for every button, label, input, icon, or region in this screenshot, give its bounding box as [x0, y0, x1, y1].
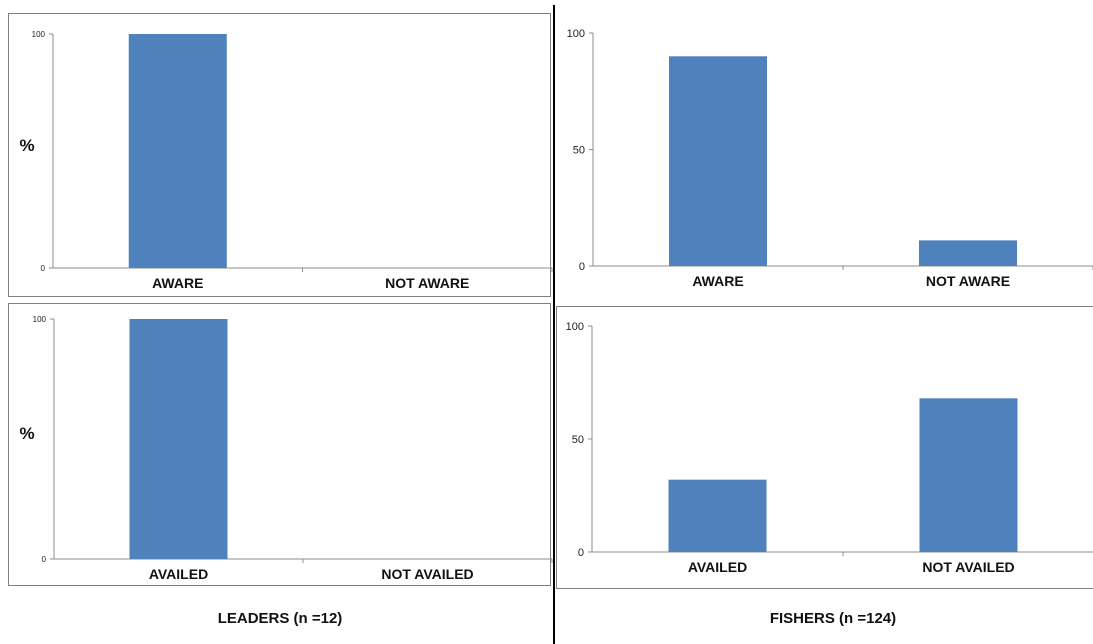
y-tick-label: 50: [573, 144, 585, 156]
bar: [129, 319, 228, 559]
x-category-label: NOT AVAILED: [922, 559, 1014, 575]
chart-svg: 0 50 100 AVAILED NOT AVAILED: [566, 321, 1093, 575]
bar: [668, 479, 767, 552]
x-category-label: NOT AWARE: [385, 275, 469, 291]
y-tick-label: 100: [566, 321, 584, 333]
x-category-label: NOT AWARE: [926, 273, 1010, 289]
y-tick-label: 0: [42, 555, 47, 564]
x-category-label: AWARE: [152, 275, 203, 291]
caption-fishers: FISHERS (n =124): [769, 610, 897, 627]
y-tick-label: 0: [579, 261, 585, 273]
chart-leaders-awareness: 0 100 AWARE NOT AWARE%: [8, 13, 553, 297]
y-tick-label: 0: [578, 547, 584, 559]
y-axis-label: %: [19, 136, 34, 155]
x-category-label: NOT AVAILED: [381, 566, 473, 582]
bar: [128, 34, 227, 268]
y-tick-label: 100: [567, 28, 585, 40]
y-tick-label: 100: [33, 315, 47, 324]
chart-svg: 0 50 100 AWARE NOT AWARE: [567, 28, 1093, 289]
chart-leaders-availed: 0 100 AVAILED NOT AVAILED%: [8, 303, 553, 586]
chart-svg: 0 100 AVAILED NOT AVAILED%: [19, 315, 553, 582]
y-tick-label: 0: [41, 264, 46, 273]
caption-leaders: LEADERS (n =12): [217, 610, 343, 627]
chart-svg: 0 100 AWARE NOT AWARE%: [19, 30, 553, 291]
bar: [669, 56, 767, 266]
x-category-label: AWARE: [692, 273, 743, 289]
x-category-label: AVAILED: [149, 566, 208, 582]
y-tick-label: 50: [572, 434, 584, 446]
y-tick-label: 100: [32, 30, 46, 39]
y-axis-label: %: [19, 424, 34, 443]
chart-fishers-awareness: 0 50 100 AWARE NOT AWARE: [558, 13, 1093, 297]
bar: [919, 240, 1017, 266]
bar: [919, 398, 1018, 552]
panel-divider: [553, 5, 555, 644]
chart-fishers-availed: 0 50 100 AVAILED NOT AVAILED: [556, 306, 1093, 589]
x-category-label: AVAILED: [688, 559, 747, 575]
